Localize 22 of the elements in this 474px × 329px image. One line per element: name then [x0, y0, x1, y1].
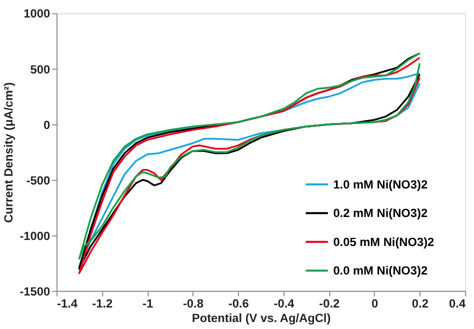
y-tick-label: -1500 [20, 284, 50, 298]
x-tick-label: 0 [371, 296, 378, 310]
legend-label: 0.05 mM Ni(NO3)2 [333, 234, 435, 249]
x-tick-label: -0.6 [228, 296, 250, 310]
legend-label: 0.2 mM Ni(NO3)2 [333, 206, 428, 220]
y-tick-label: 0 [43, 118, 50, 132]
x-tick-label: -0.4 [274, 296, 295, 310]
x-tick-label: -0.8 [182, 296, 204, 310]
x-tick-label: 0.4 [449, 296, 466, 310]
x-tick-label: -0.2 [319, 296, 340, 310]
y-tick-label: 500 [30, 62, 50, 76]
x-axis-title: Potential (V vs. Ag/AgCl) [192, 311, 331, 326]
legend-label: 1.0 mM Ni(NO3)2 [333, 177, 428, 192]
x-tick-label: -1.4 [57, 296, 78, 310]
y-tick-label: -1000 [20, 228, 50, 243]
x-tick-label: -1 [142, 296, 154, 310]
y-tick-label: 1000 [24, 6, 50, 21]
y-tick-label: -500 [26, 173, 50, 188]
x-tick-label: -1.2 [92, 296, 114, 310]
legend-label: 0.0 mM Ni(NO3)2 [333, 264, 428, 278]
y-axis-title: Current Density (μA/cm²) [2, 82, 16, 223]
x-tick-label: 0.2 [412, 296, 429, 310]
